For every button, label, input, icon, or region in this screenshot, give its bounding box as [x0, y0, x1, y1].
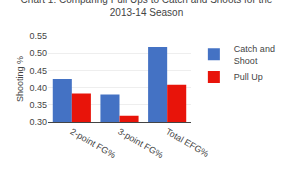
svg-text:Chart 1: Comparing Pull Ups to: Chart 1: Comparing Pull Ups to Catch and… — [21, 0, 273, 18]
svg-text:0.45: 0.45 — [29, 66, 47, 76]
svg-text:Total EFG%: Total EFG% — [164, 126, 211, 159]
svg-text:3-point FG%: 3-point FG% — [116, 126, 165, 160]
svg-text:0.55: 0.55 — [29, 31, 47, 41]
svg-text:0.30: 0.30 — [29, 117, 47, 127]
svg-text:Pull Up: Pull Up — [234, 72, 263, 82]
svg-text:2-point FG%: 2-point FG% — [69, 126, 118, 160]
svg-text:Catch andShoot: Catch andShoot — [234, 44, 275, 66]
svg-text:0.50: 0.50 — [29, 48, 47, 58]
svg-text:Shooting %: Shooting % — [15, 56, 25, 102]
svg-text:0.35: 0.35 — [29, 100, 47, 110]
svg-text:0.40: 0.40 — [29, 83, 47, 93]
